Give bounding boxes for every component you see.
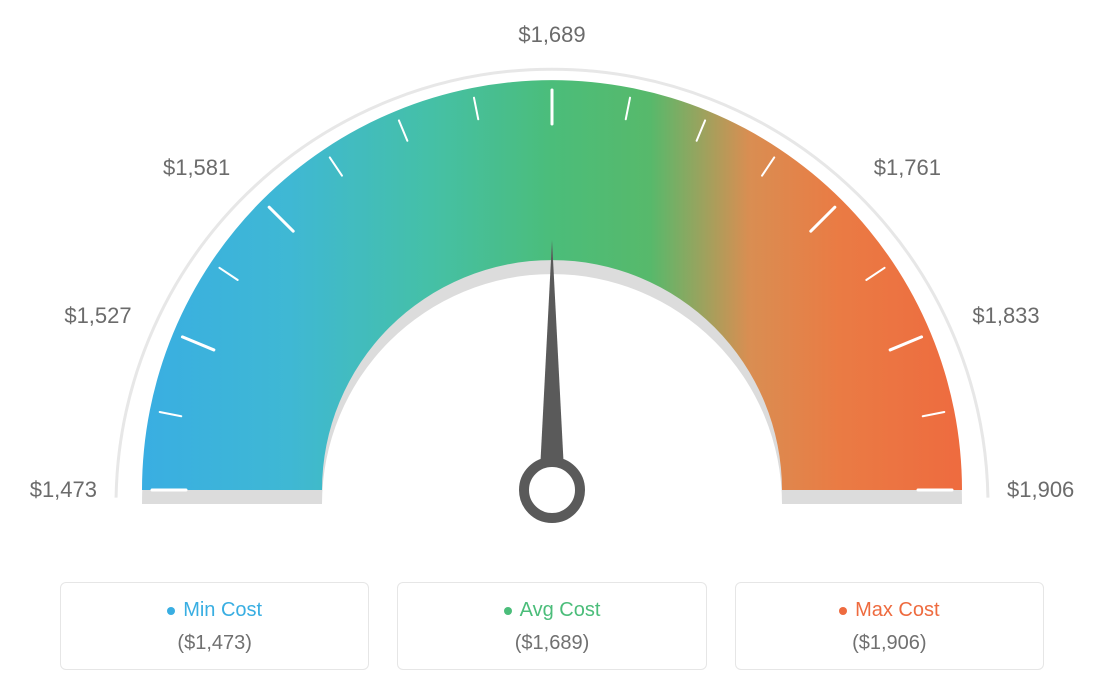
legend-avg-card: Avg Cost ($1,689) (397, 582, 706, 670)
tick-label: $1,761 (874, 155, 941, 181)
legend-max-value: ($1,906) (746, 632, 1033, 655)
legend-min-card: Min Cost ($1,473) (60, 582, 369, 670)
legend-row: Min Cost ($1,473) Avg Cost ($1,689) Max … (60, 582, 1044, 670)
legend-avg-title: Avg Cost (504, 599, 601, 622)
legend-max-card: Max Cost ($1,906) (735, 582, 1044, 670)
legend-min-dot (167, 607, 175, 615)
tick-label: $1,906 (1007, 477, 1074, 503)
tick-label: $1,527 (64, 303, 131, 329)
tick-label: $1,689 (518, 22, 585, 48)
legend-min-title: Min Cost (167, 599, 262, 622)
legend-max-label: Max Cost (855, 599, 939, 622)
legend-avg-label: Avg Cost (520, 599, 601, 622)
chart-container: $1,473 $1,527 $1,581 $1,689 $1,761 $1,833 $1,9… (0, 0, 1104, 690)
legend-min-value: ($1,473) (71, 632, 358, 655)
gauge-svg (0, 0, 1104, 560)
tick-label: $1,581 (163, 155, 230, 181)
legend-avg-value: ($1,689) (408, 632, 695, 655)
tick-label: $1,833 (972, 303, 1039, 329)
legend-min-label: Min Cost (183, 599, 262, 622)
legend-max-dot (839, 607, 847, 615)
legend-avg-dot (504, 607, 512, 615)
gauge: $1,473 $1,527 $1,581 $1,689 $1,761 $1,833 $1,9… (0, 0, 1104, 560)
legend-max-title: Max Cost (839, 599, 939, 622)
tick-label: $1,473 (30, 477, 97, 503)
